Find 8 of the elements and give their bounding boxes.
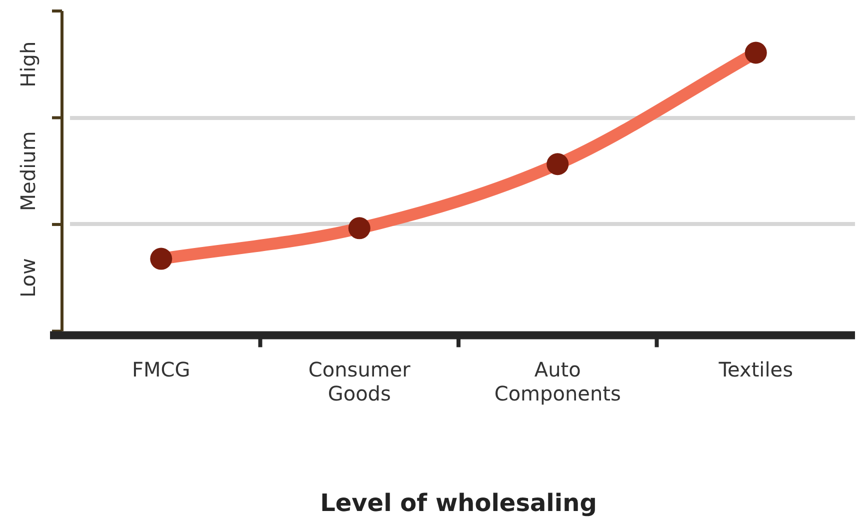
text: High <box>16 41 40 88</box>
x-tick-label: FMCG <box>132 357 190 382</box>
x-axis-title: Level of wholesaling <box>320 488 597 517</box>
text: Medium <box>16 131 40 212</box>
text: Low <box>16 258 40 298</box>
x-tick-label: Textiles <box>718 357 794 382</box>
x-tick-label: Consumer Goods <box>308 357 412 406</box>
x-tick-label: Auto Components <box>494 357 621 406</box>
